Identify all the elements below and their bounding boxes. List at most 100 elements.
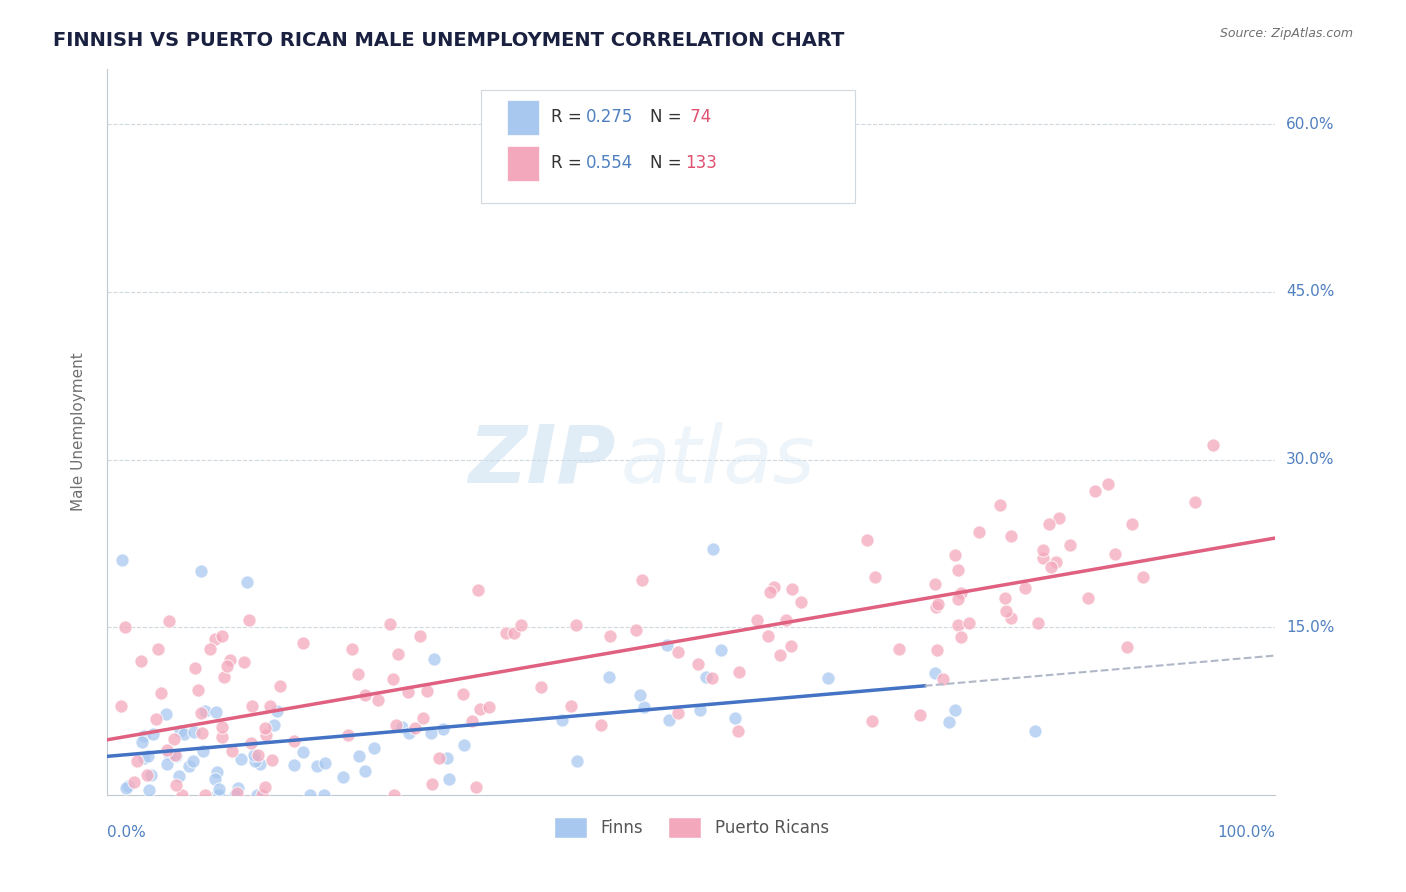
Point [170,788,193,802]
Point [887,641,910,656]
Point [988,498,1011,512]
Text: R =: R = [551,154,586,172]
Point [550,713,572,727]
Text: N =: N = [650,154,688,172]
Point [340,642,363,657]
Text: 74: 74 [685,109,711,127]
Point [769,648,792,662]
Point [689,703,711,717]
Point [380,616,402,631]
Point [628,688,651,702]
Text: 0.275: 0.275 [586,109,633,127]
Point [385,717,408,731]
Point [927,597,949,611]
Point [949,631,972,645]
Point [1077,591,1099,606]
FancyBboxPatch shape [481,90,855,202]
Point [700,671,723,685]
Point [382,788,405,802]
Point [688,657,710,671]
Point [259,698,281,713]
Point [759,585,782,599]
Point [1038,516,1060,531]
Point [208,781,231,796]
Point [240,736,263,750]
Point [657,639,679,653]
Point [226,786,249,800]
Point [314,756,336,770]
Point [115,780,138,795]
Point [242,699,264,714]
Point [191,744,214,758]
Point [138,783,160,797]
Point [949,586,972,600]
Point [243,747,266,762]
Point [1202,438,1225,452]
Point [179,758,201,772]
Point [198,642,221,657]
Point [247,748,270,763]
Point [169,723,191,738]
Point [191,726,214,740]
Text: 0.0%: 0.0% [107,825,146,840]
Text: ZIP: ZIP [468,422,616,500]
Point [110,698,132,713]
Point [946,592,969,607]
Point [157,615,180,629]
Point [183,724,205,739]
Point [396,685,419,699]
Point [204,706,226,720]
Point [165,778,187,792]
Point [948,618,970,632]
Point [943,703,966,717]
Point [215,658,238,673]
Y-axis label: Male Unemployment: Male Unemployment [72,352,86,511]
Bar [506,146,540,181]
Legend: Finns, Puerto Ricans: Finns, Puerto Ricans [547,811,835,845]
Point [1026,616,1049,631]
Point [129,654,152,668]
Point [122,775,145,789]
Point [142,727,165,741]
Point [194,788,217,802]
Point [263,718,285,732]
Point [204,772,226,786]
Point [155,707,177,722]
Point [932,672,955,686]
Point [167,768,190,782]
Text: atlas: atlas [621,422,815,500]
Point [347,749,370,764]
Point [254,780,277,794]
Point [465,780,488,794]
Point [163,732,186,747]
Point [367,693,389,707]
Point [666,706,689,720]
Point [1045,555,1067,569]
Text: Source: ZipAtlas.com: Source: ZipAtlas.com [1219,27,1353,40]
Point [136,767,159,781]
Point [863,570,886,584]
Point [1059,539,1081,553]
Point [238,613,260,627]
Point [436,750,458,764]
Point [398,726,420,740]
Point [1039,560,1062,574]
Point [245,788,267,802]
Point [1000,529,1022,543]
Point [470,702,492,716]
Point [292,745,315,759]
Point [724,711,747,725]
Point [1047,510,1070,524]
Point [775,613,797,627]
Point [432,723,454,737]
Point [173,727,195,741]
Point [205,765,228,780]
Point [387,647,409,661]
Point [224,788,246,802]
Point [117,780,139,794]
Point [205,788,228,802]
Point [193,705,215,719]
Point [727,724,749,739]
Point [312,788,335,802]
Point [283,734,305,748]
